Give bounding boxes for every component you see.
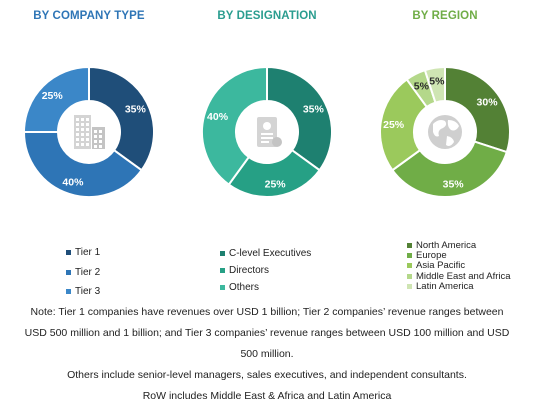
designation-slice-directors bbox=[227, 148, 321, 198]
region-legend-label: Asia Pacific bbox=[416, 260, 466, 272]
company-donut-chart: 35% 40% 25% bbox=[22, 65, 155, 198]
designation-slice-c-level-executives bbox=[266, 65, 333, 172]
designation-legend-label: Others bbox=[229, 282, 260, 293]
company-data-label-tier-2: 40% bbox=[62, 176, 84, 188]
designation-legend-item-others: Others bbox=[220, 279, 311, 296]
designation-donut-chart: 35% 25% 40% bbox=[201, 65, 333, 198]
designation-legend-label: C-level Executives bbox=[229, 248, 312, 259]
region-slice-asia-pacific bbox=[379, 78, 429, 172]
company-data-label-tier-3: 25% bbox=[42, 90, 64, 102]
company-legend-swatch bbox=[66, 250, 71, 256]
designation-panel: BY DESIGNATION 35% 25% 40% bbox=[178, 0, 356, 235]
designation-legend-swatch bbox=[220, 251, 225, 256]
company-data-label-tier-1: 35% bbox=[125, 103, 147, 115]
designation-data-label-c-level-executives: 35% bbox=[303, 103, 325, 115]
region-legend-item-middle-east-and-africa: Middle East and Africa bbox=[407, 270, 511, 282]
designation-legend-label: Directors bbox=[229, 265, 270, 276]
designation-slice-others bbox=[201, 65, 268, 186]
region-data-label-latin-america: 5% bbox=[429, 76, 445, 88]
id-card-icon bbox=[257, 117, 282, 147]
region-legend-swatch bbox=[407, 252, 412, 258]
note-others-definition: Others include senior-level managers, sa… bbox=[67, 369, 467, 381]
region-donut-chart: 30% 35% 25% 5% 5% bbox=[379, 65, 511, 198]
region-slice-europe bbox=[391, 140, 509, 198]
region-slice-north-america bbox=[444, 65, 511, 154]
company-legend-label: Tier 3 bbox=[75, 286, 101, 298]
designation-legend: C-level Executives Directors Others bbox=[220, 245, 311, 296]
region-legend-swatch bbox=[407, 283, 412, 289]
note-tier-definitions: Note: Tier 1 companies have revenues ove… bbox=[24, 306, 510, 360]
company-legend-swatch bbox=[66, 289, 71, 295]
company-legend-label: Tier 2 bbox=[75, 266, 101, 278]
region-legend-item-asia-pacific: Asia Pacific bbox=[407, 260, 511, 272]
company-legend-swatch bbox=[66, 269, 71, 275]
region-data-label-europe: 35% bbox=[443, 178, 465, 190]
region-data-label-middle-east-and-africa: 5% bbox=[414, 81, 430, 93]
region-data-label-asia-pacific: 25% bbox=[383, 119, 405, 131]
region-legend-label: Latin America bbox=[416, 280, 474, 292]
designation-legend-item-c-level-executives: C-level Executives bbox=[220, 245, 311, 262]
footnotes: Note: Tier 1 companies have revenues ove… bbox=[20, 302, 514, 407]
region-data-label-north-america: 30% bbox=[477, 96, 499, 108]
company-legend-item-tier-2: Tier 2 bbox=[66, 263, 100, 283]
note-row-definition: RoW includes Middle East & Africa and La… bbox=[142, 390, 392, 402]
company-chart-title: BY COMPANY TYPE bbox=[33, 10, 145, 22]
designation-chart-title: BY DESIGNATION bbox=[217, 10, 317, 22]
designation-legend-swatch bbox=[220, 268, 225, 273]
company-legend: Tier 1 Tier 2 Tier 3 bbox=[66, 243, 100, 302]
region-legend-swatch bbox=[407, 273, 412, 279]
region-slice-latin-america bbox=[423, 65, 446, 104]
region-legend-item-latin-america: Latin America bbox=[407, 280, 511, 292]
region-legend: North America Europe Asia Pacific Middle Ea… bbox=[407, 239, 511, 292]
designation-data-label-others: 40% bbox=[207, 111, 229, 123]
designation-legend-swatch bbox=[220, 285, 225, 290]
region-legend-item-north-america: North America bbox=[407, 239, 511, 251]
building-icon bbox=[74, 115, 105, 149]
region-legend-label: North America bbox=[416, 239, 477, 251]
designation-data-label-directors: 25% bbox=[265, 178, 287, 190]
region-chart-title: BY REGION bbox=[412, 10, 478, 22]
company-panel: BY COMPANY TYPE 35% 40% 25% bbox=[0, 0, 178, 235]
region-panel: BY REGION 30% 35% 25% 5% 5% bbox=[356, 0, 534, 235]
region-legend-label: Europe bbox=[416, 249, 447, 261]
region-legend-label: Middle East and Africa bbox=[416, 270, 511, 282]
company-legend-label: Tier 1 bbox=[75, 247, 101, 259]
company-legend-item-tier-1: Tier 1 bbox=[66, 243, 100, 263]
region-legend-swatch bbox=[407, 263, 412, 269]
company-legend-item-tier-3: Tier 3 bbox=[66, 282, 100, 302]
company-slice-tier-1 bbox=[88, 65, 155, 172]
company-slice-tier-2 bbox=[22, 131, 143, 198]
designation-legend-item-directors: Directors bbox=[220, 262, 311, 279]
region-legend-swatch bbox=[407, 242, 412, 248]
company-slice-tier-3 bbox=[22, 65, 90, 133]
globe-icon bbox=[428, 115, 462, 149]
region-legend-item-europe: Europe bbox=[407, 249, 511, 261]
